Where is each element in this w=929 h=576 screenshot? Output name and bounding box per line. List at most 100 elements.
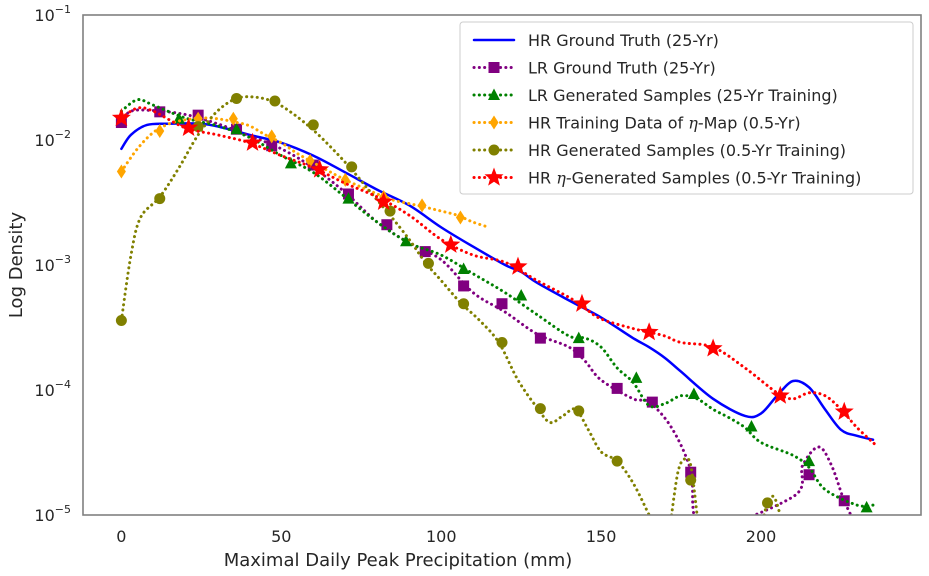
- y-tick-label: 10−3: [34, 253, 71, 275]
- legend-entry-6: HR η-Generated Samples (0.5-Yr Training): [472, 167, 861, 188]
- series-5-marker-10: [458, 298, 470, 310]
- series-3-marker-13: [860, 500, 873, 513]
- series-6-marker-7: [508, 256, 528, 275]
- legend-entry-3: LR Generated Samples (25-Yr Training): [472, 86, 838, 105]
- legend-entry-4: HR Training Data of η-Map (0.5-Yr): [472, 114, 801, 133]
- series-5-marker-11: [496, 336, 508, 348]
- x-tick-label: 150: [586, 527, 617, 546]
- legend-swatch-marker: [489, 115, 499, 130]
- series-5-marker-14: [611, 455, 623, 467]
- y-axis-ticks: 10−5 10−4 10−3 10−2 10−1: [34, 3, 71, 525]
- series-5-marker-16: [761, 497, 773, 509]
- series-2-marker-14: [611, 382, 623, 394]
- legend-swatch-marker: [488, 88, 500, 100]
- series-4-marker-1: [116, 164, 126, 179]
- series-3-marker-2: [230, 122, 243, 135]
- series-layer: [111, 92, 878, 515]
- legend: HR Ground Truth (25-Yr) LR Ground Truth (…: [459, 21, 914, 195]
- series-3-marker-9: [630, 371, 643, 383]
- series-4-marker-10: [455, 210, 465, 225]
- series-2-marker-11: [496, 298, 508, 310]
- series-5-line-3: [762, 494, 782, 515]
- series-5-marker-13: [573, 405, 585, 417]
- series-5-marker-6: [307, 119, 319, 131]
- series-2-marker-10: [458, 280, 470, 292]
- series-6-marker-6: [441, 234, 461, 253]
- series-2-marker-2: [154, 106, 166, 118]
- series-4-marker-4: [228, 111, 238, 126]
- legend-entry-1: HR Ground Truth (25-Yr): [472, 31, 719, 50]
- series-3-marker-10: [687, 387, 700, 399]
- series-4-line: [119, 116, 491, 229]
- legend-label: HR Generated Samples (0.5-Yr Training): [528, 141, 846, 160]
- series-2-marker-15: [646, 396, 658, 408]
- series-6-marker-5: [374, 191, 394, 210]
- series-6-marker-2: [179, 117, 199, 136]
- series-2-marker-17: [803, 469, 815, 481]
- legend-entry-5: HR Generated Samples (0.5-Yr Training): [472, 141, 846, 160]
- series-2-marker-18: [838, 495, 850, 507]
- series-4-marker-2: [155, 124, 165, 139]
- series-5-marker-5: [269, 95, 281, 107]
- legend-swatch-marker: [488, 144, 500, 156]
- series-5-line-2: [670, 456, 699, 515]
- legend-label: HR η-Generated Samples (0.5-Yr Training): [528, 169, 861, 188]
- series-3-marker-4: [342, 192, 355, 204]
- series-2-marker-9: [419, 246, 431, 258]
- x-axis-label: Maximal Daily Peak Precipitation (mm): [224, 550, 573, 571]
- series-2-marker-13: [573, 346, 585, 358]
- y-axis-label: Log Density: [6, 212, 27, 319]
- series-6-marker-9: [639, 322, 659, 341]
- series-4-marker-6: [305, 153, 315, 168]
- series-4: [116, 111, 491, 229]
- series-3-marker-6: [457, 262, 470, 274]
- y-tick-label: 10−2: [34, 128, 71, 150]
- series-6-marker-1: [111, 107, 131, 127]
- series-6-marker-8: [572, 293, 592, 312]
- legend-label: LR Ground Truth (25-Yr): [528, 59, 716, 78]
- series-5: [115, 92, 782, 515]
- series-3-marker-3: [284, 156, 297, 169]
- series-3-marker-11: [745, 420, 758, 432]
- y-tick-label: 10−5: [34, 503, 71, 525]
- series-2-marker-1: [115, 117, 127, 129]
- series-2-marker-12: [534, 332, 546, 344]
- series-6-marker-11: [770, 385, 790, 404]
- series-6: [111, 106, 878, 447]
- legend-label: LR Generated Samples (25-Yr Training): [528, 86, 838, 105]
- series-2-marker-6: [307, 159, 319, 171]
- y-tick-label: 10−4: [34, 378, 71, 400]
- x-tick-label: 50: [271, 527, 291, 546]
- legend-label: HR Ground Truth (25-Yr): [528, 31, 719, 50]
- series-4-marker-5: [267, 129, 277, 144]
- series-5-marker-12: [534, 403, 546, 415]
- series-3-marker-1: [172, 112, 185, 124]
- series-5-marker-15: [685, 474, 697, 486]
- x-axis-ticks: 0 50 100 150 200: [116, 527, 776, 546]
- legend-entry-2: LR Ground Truth (25-Yr): [472, 59, 716, 78]
- legend-swatch-marker: [488, 62, 500, 73]
- x-tick-label: 100: [426, 527, 457, 546]
- legend-box: [459, 21, 914, 195]
- series-3-marker-5: [400, 234, 413, 247]
- x-tick-label: 200: [746, 527, 777, 546]
- series-2-marker-5: [266, 140, 278, 152]
- series-2-marker-16: [685, 466, 697, 478]
- series-5-marker-3: [192, 121, 204, 133]
- series-3-marker-8: [572, 331, 585, 344]
- series-6-marker-4: [310, 159, 330, 178]
- legend-label: HR Training Data of η-Map (0.5-Yr): [528, 114, 801, 133]
- series-5-marker-9: [422, 257, 434, 269]
- series-6-marker-12: [834, 401, 854, 420]
- y-tick-label: 10−1: [34, 3, 71, 25]
- legend-swatch-marker: [484, 167, 504, 186]
- series-6-marker-10: [703, 338, 723, 357]
- series-4-marker-9: [417, 198, 427, 213]
- series-5-marker-2: [154, 193, 166, 205]
- series-5-marker-7: [346, 161, 358, 173]
- series-5-marker-1: [115, 314, 127, 326]
- series-3-marker-7: [515, 289, 528, 301]
- series-3-marker-12: [803, 454, 816, 467]
- series-5-marker-4: [231, 92, 243, 104]
